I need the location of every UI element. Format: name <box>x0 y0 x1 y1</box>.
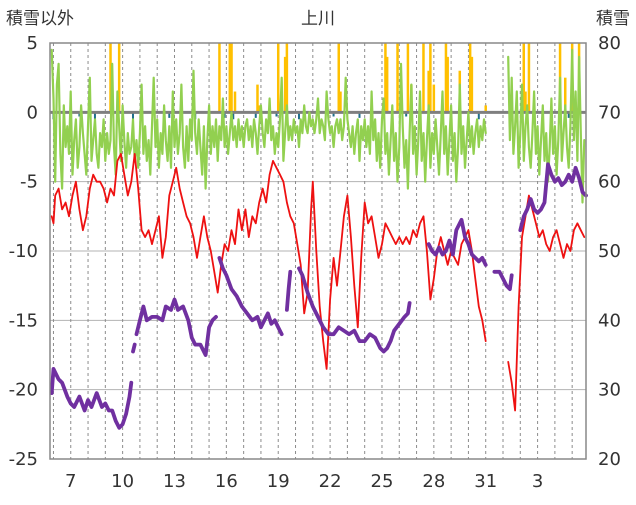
x-tick-label: 13 <box>163 471 186 492</box>
snow_depth-line-segment <box>492 269 514 292</box>
left-axis-label: 積雪以外 <box>6 9 74 29</box>
melt-bar <box>567 112 570 118</box>
snow_depth-line-segment <box>518 162 588 233</box>
left-tick-label: 5 <box>27 33 38 54</box>
snow_depth-line-segment <box>49 366 134 430</box>
snowfall-bar <box>385 56 389 113</box>
right-tick-label: 50 <box>598 241 621 262</box>
right-tick-label: 30 <box>598 380 621 401</box>
left-tick-label: 0 <box>27 102 38 123</box>
right-tick-label: 80 <box>598 33 621 54</box>
right-axis-label: 積雪 <box>596 9 630 29</box>
snowfall-bar <box>527 43 531 113</box>
melt-bar <box>223 112 226 118</box>
frame-layer <box>49 42 587 460</box>
x-tick-label: 7 <box>65 471 76 492</box>
melt-bar <box>477 112 480 120</box>
series-layer <box>49 48 588 430</box>
snowfall-bar <box>427 70 430 113</box>
left-tick-label: -5 <box>20 172 38 193</box>
right-tick-label: 70 <box>598 102 621 123</box>
snowfall-bar <box>384 43 387 113</box>
snowfall-bar <box>218 43 221 113</box>
x-axis-ticks: 7 10 13 16 19 22 25 28 31 3 <box>65 471 543 492</box>
snowfall-bar <box>283 56 287 113</box>
melt-bar <box>78 112 81 117</box>
snowfall-bar <box>468 43 472 113</box>
x-tick-label: 16 <box>215 471 238 492</box>
right-axis-ticks: 80 70 60 50 40 30 20 <box>598 33 621 470</box>
snowfall-bar <box>337 43 340 113</box>
snowfall-bar <box>230 43 233 113</box>
snowfall-bar <box>228 43 232 113</box>
snowfall-bar <box>484 105 487 113</box>
snowfall-bar <box>422 43 425 113</box>
snow_depth-line-segment <box>134 297 218 357</box>
melt-bar <box>332 112 335 117</box>
right-tick-label: 60 <box>598 172 621 193</box>
x-tick-label: 28 <box>422 471 445 492</box>
left-axis-ticks: 5 0 -5 -10 -15 -20 -25 <box>9 33 38 470</box>
snowfall-bar <box>276 43 280 113</box>
x-tick-label: 10 <box>111 471 134 492</box>
snow_depth-line-segment <box>131 342 137 354</box>
melt-bar <box>232 112 235 120</box>
x-tick-label: 25 <box>371 471 394 492</box>
melt-bar <box>405 112 408 117</box>
left-tick-label: -10 <box>9 241 38 262</box>
melt-bar <box>254 112 257 118</box>
snowfall-bar <box>339 91 342 113</box>
left-tick-label: -25 <box>9 449 38 470</box>
snowfall-bar <box>432 84 436 113</box>
melt-bar <box>275 112 278 117</box>
daily_diff-line-segment <box>507 48 586 204</box>
snowfall-bar <box>522 43 526 113</box>
right-tick-label: 20 <box>598 449 621 470</box>
plot-frame <box>49 42 587 460</box>
right-tick-label: 40 <box>598 310 621 331</box>
daily_diff-line-segment <box>50 48 487 190</box>
melt-bar <box>358 112 361 118</box>
melt-bar <box>93 112 96 120</box>
snow_depth-line-segment <box>426 217 488 267</box>
melt-bar <box>168 112 171 118</box>
x-tick-label: 19 <box>267 471 290 492</box>
snow_depth-line-segment <box>284 269 293 312</box>
snowfall-bar <box>257 105 261 113</box>
snowfall-bar <box>524 91 527 113</box>
x-tick-label: 22 <box>319 471 342 492</box>
temperature-line-segment <box>50 152 487 370</box>
snowfall-bar <box>429 43 432 113</box>
snowfall-bar <box>470 56 474 113</box>
snowfall-bar <box>406 43 410 113</box>
snowfall-bar <box>564 77 567 113</box>
snowfall-bar <box>285 43 289 113</box>
snowfall-bar <box>109 43 112 113</box>
chart-title: 上川 <box>301 9 335 29</box>
x-tick-label: 31 <box>474 471 497 492</box>
melt-bar <box>297 112 300 120</box>
snow_depth-line-segment <box>297 266 412 354</box>
left-tick-label: -20 <box>9 380 38 401</box>
left-tick-label: -15 <box>9 310 38 331</box>
snowfall-bar <box>446 56 449 113</box>
temperature-line-segment <box>507 194 586 412</box>
snow_depth-line-segment <box>217 255 284 337</box>
snowfall-bar <box>444 43 448 113</box>
snowfall-bar <box>117 43 121 113</box>
snowfall-bar <box>256 84 259 113</box>
x-tick-label: 3 <box>532 471 543 492</box>
melt-bar <box>131 112 134 120</box>
snowfall-bar <box>233 91 237 113</box>
snowfall-bar <box>396 43 399 113</box>
